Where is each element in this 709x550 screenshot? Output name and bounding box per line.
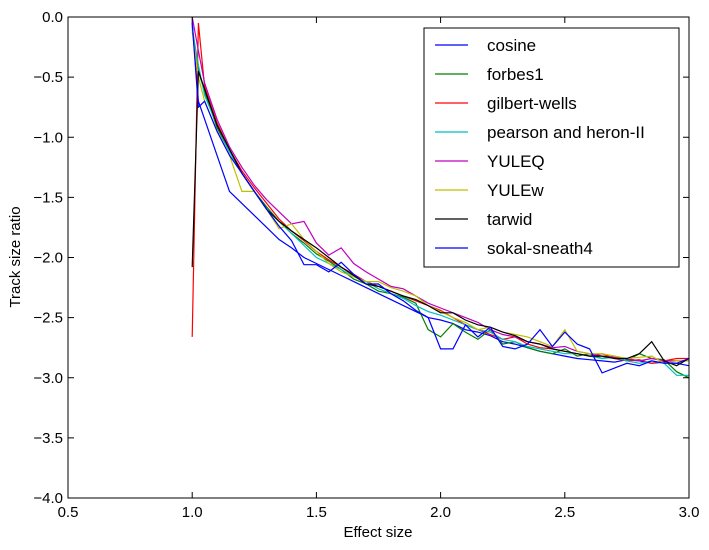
legend-label-2: gilbert-wells — [487, 94, 577, 113]
series-line-7 — [191, 22, 690, 374]
legend-label-0: cosine — [487, 36, 536, 55]
y-axis-label: Track size ratio — [7, 206, 24, 307]
legend-label-6: tarwid — [487, 210, 532, 229]
legend-label-4: YULEQ — [487, 152, 545, 171]
x-tick-label: 1.5 — [306, 504, 327, 521]
y-tick-label: −1.5 — [33, 189, 63, 206]
legend: cosine forbes1 gilbert-wells pearson and he… — [423, 27, 680, 268]
x-tick-label: 0.5 — [58, 504, 79, 521]
legend-frame — [423, 27, 680, 268]
legend-label-7: sokal-sneath4 — [487, 239, 593, 258]
legend-label-5: YULEw — [487, 181, 544, 200]
x-tick-label: 3.0 — [679, 504, 700, 521]
series-line-0 — [191, 22, 690, 367]
ticks-layer: 0.5 1.0 1.5 2.0 2.5 3.0 0.0 −0.5 −1.0 −1.5 −2.0 −2.… — [33, 9, 699, 521]
y-tick-label: 0.0 — [42, 9, 63, 26]
x-tick-label: 2.0 — [430, 504, 451, 521]
legend-label-3: pearson and heron-II — [487, 123, 645, 142]
series-layer — [191, 16, 690, 379]
x-tick-label: 2.5 — [554, 504, 575, 521]
legend-items: cosine forbes1 gilbert-wells pearson and he… — [435, 36, 645, 258]
y-tick-label: −0.5 — [33, 69, 63, 86]
x-tick-label: 1.0 — [182, 504, 203, 521]
y-tick-label: −2.0 — [33, 250, 63, 267]
legend-label-1: forbes1 — [487, 65, 544, 84]
x-axis-label: Effect size — [344, 524, 413, 541]
y-tick-label: −4.0 — [33, 490, 63, 507]
y-tick-label: −3.0 — [33, 370, 63, 387]
y-tick-label: −1.0 — [33, 129, 63, 146]
y-tick-label: −2.5 — [33, 310, 63, 327]
y-tick-label: −3.5 — [33, 430, 63, 447]
